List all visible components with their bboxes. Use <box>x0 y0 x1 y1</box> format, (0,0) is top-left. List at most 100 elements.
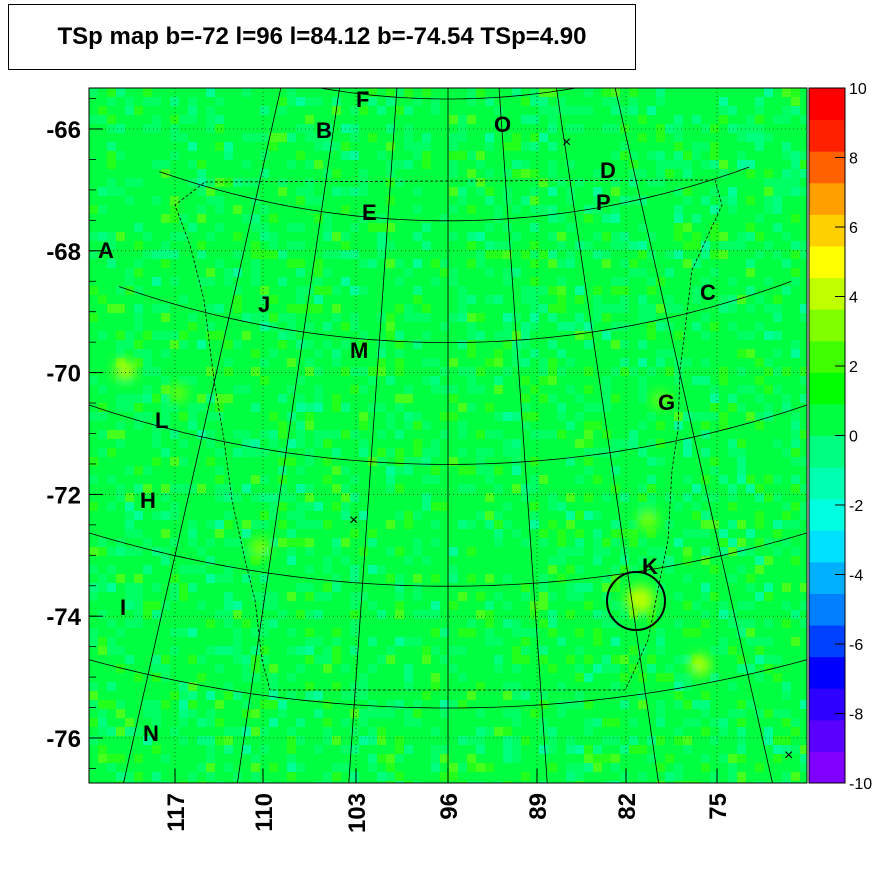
heatmap-cell <box>728 574 737 583</box>
heatmap-cell <box>638 556 647 565</box>
heatmap-cell <box>584 340 593 349</box>
heatmap-cell <box>773 313 782 322</box>
heatmap-cell <box>710 160 719 169</box>
heatmap-cell <box>314 214 323 223</box>
heatmap-cell <box>557 547 566 556</box>
heatmap-cell <box>701 196 710 205</box>
heatmap-cell <box>602 385 611 394</box>
heatmap-cell <box>206 277 215 286</box>
heatmap-cell <box>494 430 503 439</box>
heatmap-cell <box>224 268 233 277</box>
heatmap-hotspot <box>638 510 658 530</box>
heatmap-cell <box>377 736 386 745</box>
heatmap-cell <box>512 268 521 277</box>
heatmap-cell <box>611 763 620 772</box>
heatmap-cell <box>152 610 161 619</box>
heatmap-cell <box>305 520 314 529</box>
heatmap-cell <box>413 709 422 718</box>
heatmap-cell <box>143 358 152 367</box>
heatmap-cell <box>485 241 494 250</box>
heatmap-cell <box>638 241 647 250</box>
heatmap-cell <box>593 529 602 538</box>
heatmap-cell <box>233 727 242 736</box>
heatmap-cell <box>314 286 323 295</box>
source-label: P <box>596 190 611 215</box>
heatmap-cell <box>269 619 278 628</box>
heatmap-cell <box>692 142 701 151</box>
heatmap-cell <box>629 178 638 187</box>
heatmap-cell <box>602 250 611 259</box>
heatmap-cell <box>431 466 440 475</box>
heatmap-cell <box>620 529 629 538</box>
heatmap-cell <box>458 430 467 439</box>
heatmap-cell <box>611 529 620 538</box>
heatmap-cell <box>224 736 233 745</box>
heatmap-cell <box>251 349 260 358</box>
colorbar-swatch <box>809 182 845 215</box>
heatmap-cell <box>485 268 494 277</box>
heatmap-cell <box>143 331 152 340</box>
heatmap-cell <box>314 142 323 151</box>
heatmap-cell <box>467 178 476 187</box>
heatmap-cell <box>755 376 764 385</box>
heatmap-cell <box>350 646 359 655</box>
heatmap-cell <box>764 475 773 484</box>
heatmap-cell <box>584 457 593 466</box>
heatmap-cell <box>278 331 287 340</box>
heatmap-cell <box>197 394 206 403</box>
heatmap-cell <box>602 754 611 763</box>
heatmap-cell <box>728 448 737 457</box>
heatmap-cell <box>539 592 548 601</box>
heatmap-cell <box>800 151 807 160</box>
heatmap-cell <box>503 322 512 331</box>
heatmap-cell <box>260 232 269 241</box>
heatmap-cell <box>629 367 638 376</box>
heatmap-cell <box>593 745 602 754</box>
heatmap-cell <box>521 646 530 655</box>
heatmap-cell <box>557 259 566 268</box>
heatmap-cell <box>494 466 503 475</box>
heatmap-cell <box>413 340 422 349</box>
heatmap-cell <box>368 403 377 412</box>
heatmap-cell <box>665 754 674 763</box>
heatmap-cell <box>422 475 431 484</box>
heatmap-cell <box>521 322 530 331</box>
heatmap-cell <box>197 214 206 223</box>
heatmap-cell <box>323 214 332 223</box>
heatmap-cell <box>701 610 710 619</box>
heatmap-cell <box>215 412 224 421</box>
heatmap-cell <box>683 493 692 502</box>
heatmap-cell <box>233 601 242 610</box>
heatmap-cell <box>566 511 575 520</box>
heatmap-cell <box>467 520 476 529</box>
heatmap-cell <box>656 349 665 358</box>
heatmap-cell <box>287 331 296 340</box>
heatmap-cell <box>305 178 314 187</box>
heatmap-cell <box>737 295 746 304</box>
heatmap-cell <box>773 673 782 682</box>
heatmap-cell <box>512 745 521 754</box>
graticule-longitude <box>348 88 398 783</box>
heatmap-cell <box>575 538 584 547</box>
heatmap-cell <box>233 637 242 646</box>
heatmap-cell <box>710 151 719 160</box>
heatmap-cell <box>224 484 233 493</box>
heatmap-cell <box>404 88 413 97</box>
heatmap-cell <box>548 592 557 601</box>
heatmap-cell <box>503 250 512 259</box>
heatmap-cell <box>377 340 386 349</box>
heatmap-cell <box>98 187 107 196</box>
heatmap-cell <box>98 709 107 718</box>
heatmap-cell <box>683 259 692 268</box>
heatmap-cell <box>332 682 341 691</box>
heatmap-cell <box>485 610 494 619</box>
heatmap-cell <box>566 358 575 367</box>
heatmap-cell <box>746 196 755 205</box>
heatmap-cell <box>206 322 215 331</box>
heatmap-cell <box>557 412 566 421</box>
heatmap-cell <box>692 259 701 268</box>
heatmap-cell <box>107 124 116 133</box>
heatmap-cell <box>413 448 422 457</box>
heatmap-cell <box>611 304 620 313</box>
heatmap-cell <box>413 610 422 619</box>
